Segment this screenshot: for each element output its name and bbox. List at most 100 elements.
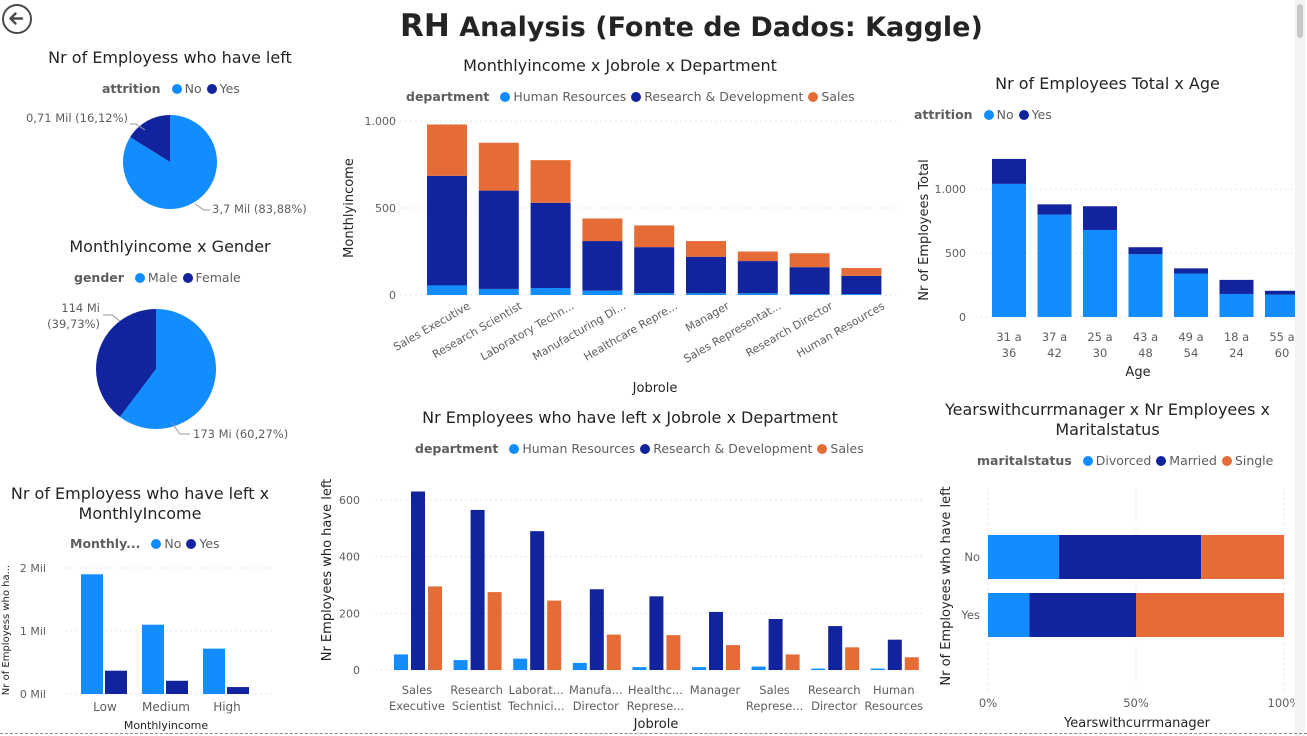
bar-segment-no [1037, 214, 1072, 317]
bar-segment-yes [1083, 206, 1117, 230]
bar-segment-yes [992, 158, 1026, 184]
bar-segment-no [1219, 293, 1254, 317]
pie-label-female-1: 114 Mi [61, 301, 100, 315]
legend-dot-no [171, 84, 182, 94]
bar-segment [427, 175, 467, 286]
bar-hr [513, 658, 528, 670]
center-top-ylabel: Monthlyincome [342, 158, 357, 258]
bar-rd [709, 611, 723, 670]
legend-item-divorced[interactable]: Divorced [1095, 453, 1152, 468]
center-top-xlabel: Jobrole [632, 381, 678, 396]
legend-item-hr[interactable]: Human Resources [522, 441, 636, 456]
leader-line-no [194, 203, 210, 211]
legend-dot-married [1156, 456, 1167, 466]
right-bottom-chart: 0% 50% 100% No Yes Nr of Employees who have… [939, 486, 1300, 731]
x-tick-label: Manufa... [569, 683, 623, 697]
gender-pie-title: Monthlyincome x Gender [69, 237, 271, 256]
bar-segment [737, 251, 778, 262]
legend-title: attrition [914, 107, 973, 122]
legend-item-rd[interactable]: Research & Development [653, 441, 813, 456]
bar-segment [582, 290, 623, 295]
bar-segment [737, 261, 778, 294]
legend-item-sales[interactable]: Sales [821, 89, 855, 104]
legend-dot-single [1221, 456, 1232, 466]
bar-hr [692, 667, 706, 670]
scrollbar-thumb[interactable] [1297, 4, 1303, 38]
right-top-legend: attrition No Yes [914, 107, 1052, 122]
bar-segment [582, 241, 623, 291]
x-tick-label: Manufacturing Di... [530, 299, 628, 363]
x-tick-label: Manager [690, 683, 741, 697]
legend-item-female[interactable]: Female [195, 270, 241, 285]
legend-item-no[interactable]: No [164, 536, 182, 551]
vertical-scrollbar[interactable] [1295, 0, 1305, 736]
x-tick-label: Laborat... [509, 683, 564, 697]
x-tick-label: 25 a [1087, 330, 1112, 344]
right-bottom-ylabel: Nr of Employees who have left [939, 486, 954, 685]
bar-segment-yes [1037, 204, 1072, 215]
y-tick-label: 1.000 [935, 183, 967, 196]
legend-title: attrition [102, 81, 161, 96]
bar-segment [841, 268, 882, 276]
bar-segment [634, 225, 675, 248]
bar-segment-divorced [988, 593, 1030, 637]
y-tick-label: 1 Mil [20, 625, 46, 638]
bar-rd [530, 531, 545, 670]
legend-item-yes[interactable]: Yes [219, 81, 240, 96]
legend-item-male[interactable]: Male [147, 270, 178, 285]
legend-item-no[interactable]: No [996, 107, 1014, 122]
bar-no [203, 648, 225, 694]
bar-segment [789, 294, 830, 295]
x-tick-label: 37 a [1042, 330, 1067, 344]
right-bottom-title-1: Yearswithcurrmanager x Nr Employees x [944, 400, 1270, 419]
legend-dot-divorced [1082, 456, 1093, 466]
x-tick-label: Human Resources [794, 299, 887, 360]
legend-dot-female [182, 273, 193, 283]
bar-segment-yes [1265, 290, 1299, 295]
center-bottom-ylabel: Nr Employees who have left [320, 479, 335, 662]
x-tick-label: Low [93, 700, 117, 714]
bar-rd [828, 626, 843, 670]
page-title-rest: Analysis (Fonte de Dados: Kaggle) [459, 12, 983, 43]
y-tick-label: 1.000 [365, 115, 397, 128]
legend-item-sales[interactable]: Sales [830, 441, 864, 456]
legend-item-no[interactable]: No [184, 81, 202, 96]
bar-segment [582, 218, 623, 242]
bar-hr [632, 667, 647, 670]
legend-item-married[interactable]: Married [1169, 453, 1217, 468]
bar-segment-single [1136, 593, 1284, 637]
y-tick-label: 600 [339, 494, 360, 507]
y-tick-label: Yes [960, 608, 980, 622]
leader-line-yes [130, 123, 146, 131]
bar-segment [427, 285, 467, 295]
bar-segment [841, 275, 882, 295]
bar-segment [427, 124, 467, 176]
x-tick-label: 0% [979, 696, 997, 710]
bar-hr [751, 666, 766, 670]
right-bottom-legend: maritalstatus Divorced Married Single [977, 453, 1273, 468]
bar-hr [811, 668, 826, 670]
legend-item-single[interactable]: Single [1234, 453, 1274, 468]
bar-segment-married [1059, 535, 1202, 579]
legend-item-hr[interactable]: Human Resources [513, 89, 627, 104]
back-button[interactable] [2, 4, 32, 34]
bar-segment [789, 253, 830, 268]
legend-item-yes[interactable]: Yes [1031, 107, 1052, 122]
legend-item-yes[interactable]: Yes [199, 536, 220, 551]
y-tick-label: No [964, 550, 980, 564]
bar-hr [394, 654, 408, 670]
left-bottom-title-1: Nr of Employess who have left x [10, 484, 270, 503]
page-title: RH Analysis (Fonte de Dados: Kaggle) [400, 8, 983, 44]
bar-yes [227, 687, 249, 694]
bar-rd [411, 491, 425, 670]
legend-item-rd[interactable]: Research & Development [644, 89, 804, 104]
y-tick-label: 500 [945, 247, 966, 260]
legend-dot-rd [631, 92, 642, 102]
x-tick-label: Medium [142, 700, 190, 714]
x-tick-label: 100% [1268, 696, 1300, 710]
bar-rd [768, 619, 783, 670]
pie-label-female-2: (39,73%) [47, 317, 100, 331]
bar-segment-single [1201, 535, 1284, 579]
bar-rd [887, 639, 902, 670]
